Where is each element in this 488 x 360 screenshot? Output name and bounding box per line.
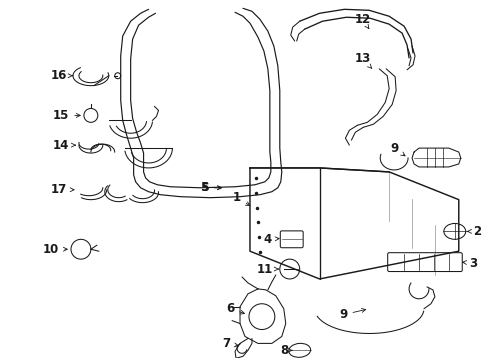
Text: 3: 3 xyxy=(462,257,477,270)
Text: 4: 4 xyxy=(263,233,279,246)
Text: 6: 6 xyxy=(225,302,244,315)
Text: 12: 12 xyxy=(353,13,370,29)
Text: 9: 9 xyxy=(389,141,404,156)
Text: 10: 10 xyxy=(43,243,67,256)
Text: 5: 5 xyxy=(200,181,221,194)
Text: 7: 7 xyxy=(222,337,238,350)
Text: 17: 17 xyxy=(51,183,74,196)
Text: 8: 8 xyxy=(280,344,291,357)
Text: 5: 5 xyxy=(201,183,221,193)
Text: 2: 2 xyxy=(467,225,481,238)
Text: 1: 1 xyxy=(232,191,249,206)
Text: 14: 14 xyxy=(53,139,75,152)
Text: 15: 15 xyxy=(53,109,80,122)
Text: 16: 16 xyxy=(51,69,73,82)
Text: 11: 11 xyxy=(256,262,278,275)
Text: 13: 13 xyxy=(353,53,371,68)
Text: 9: 9 xyxy=(339,308,365,321)
